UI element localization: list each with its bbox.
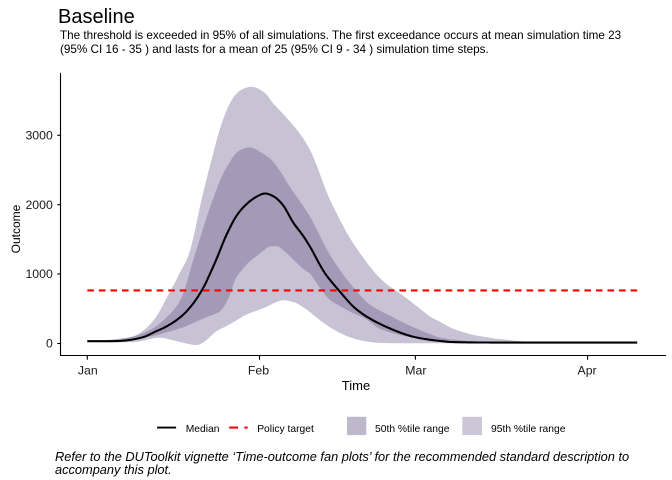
svg-text:Feb: Feb [248,363,269,377]
svg-text:Jan: Jan [78,363,98,377]
svg-text:2000: 2000 [25,198,53,212]
svg-text:Mar: Mar [405,363,426,377]
svg-text:Apr: Apr [578,363,597,377]
svg-text:1000: 1000 [25,267,53,281]
svg-text:0: 0 [46,337,53,351]
svg-text:Policy target: Policy target [257,424,314,435]
svg-text:95th %tile range: 95th %tile range [491,424,566,435]
svg-text:50th %tile range: 50th %tile range [375,424,450,435]
svg-text:Median: Median [186,424,220,435]
svg-text:Time: Time [342,378,370,393]
svg-text:3000: 3000 [25,128,53,142]
svg-text:Outcome: Outcome [9,204,23,253]
